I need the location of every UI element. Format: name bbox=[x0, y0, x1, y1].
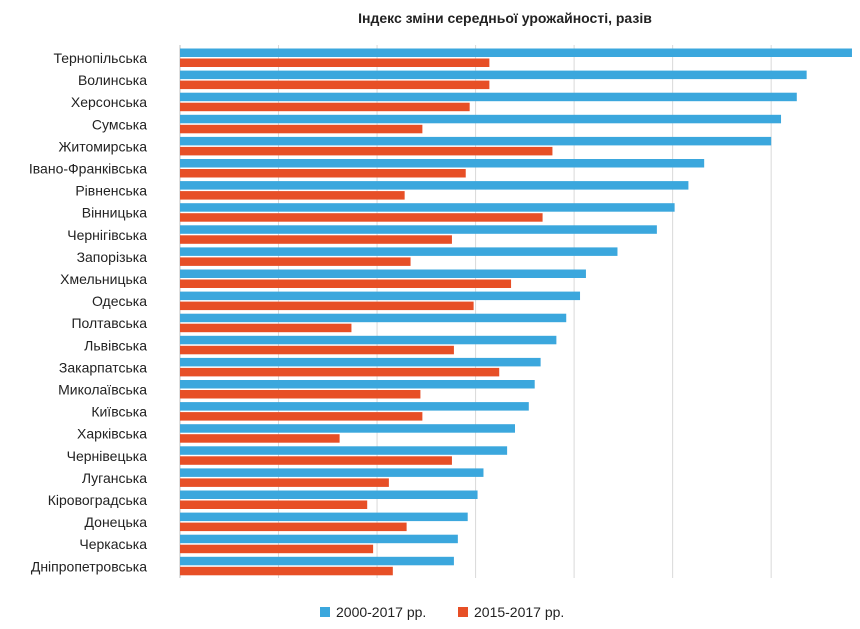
legend-label-2015-2017: 2015-2017 рр. bbox=[474, 604, 564, 620]
bar-2015-2017 bbox=[180, 522, 407, 532]
bar-2000-2017 bbox=[180, 380, 535, 389]
bar-2015-2017 bbox=[180, 412, 423, 421]
category-label: Херсонська bbox=[71, 94, 147, 110]
bar-2000-2017 bbox=[180, 446, 508, 455]
bar-2000-2017 bbox=[180, 424, 515, 433]
legend-label-2000-2017: 2000-2017 рр. bbox=[336, 604, 426, 620]
category-label: Полтавська bbox=[71, 315, 147, 331]
bar-2015-2017 bbox=[180, 434, 340, 443]
category-label: Харківська bbox=[77, 426, 147, 442]
legend-swatch-2015-2017 bbox=[458, 607, 468, 617]
bar-2000-2017 bbox=[180, 402, 529, 411]
bar-2015-2017 bbox=[180, 191, 405, 200]
category-label: Львівська bbox=[84, 337, 147, 353]
bar-2015-2017 bbox=[180, 102, 470, 112]
bar-2000-2017 bbox=[180, 70, 807, 80]
category-label: Чернігівська bbox=[67, 227, 147, 243]
bar-2000-2017 bbox=[180, 203, 675, 212]
bar-2015-2017 bbox=[180, 257, 411, 266]
category-label: Дніпропетровська bbox=[31, 558, 147, 574]
category-label: Тернопільська bbox=[53, 50, 147, 66]
bar-2015-2017 bbox=[180, 301, 474, 311]
bar-2015-2017 bbox=[180, 146, 553, 156]
bar-2000-2017 bbox=[180, 159, 705, 168]
bar-2000-2017 bbox=[180, 512, 468, 522]
category-label: Сумська bbox=[92, 116, 147, 132]
bar-2015-2017 bbox=[180, 544, 374, 554]
bar-2015-2017 bbox=[180, 345, 454, 355]
category-label: Одеська bbox=[92, 293, 147, 309]
bar-2015-2017 bbox=[180, 213, 543, 222]
bar-2000-2017 bbox=[180, 556, 454, 566]
gridlines bbox=[278, 45, 772, 578]
category-label: Миколаївська bbox=[58, 382, 147, 398]
category-label: Донецька bbox=[85, 514, 148, 530]
category-label: Черкаська bbox=[79, 536, 147, 552]
category-label: Запорізька bbox=[77, 249, 148, 265]
bar-2000-2017 bbox=[180, 468, 484, 477]
chart-title: Індекс зміни середньої урожайності, разі… bbox=[358, 10, 652, 26]
bar-2015-2017 bbox=[180, 124, 423, 134]
category-label: Івано-Франківська bbox=[29, 161, 147, 177]
bar-2000-2017 bbox=[180, 490, 478, 499]
bar-2015-2017 bbox=[180, 500, 368, 509]
bar-2015-2017 bbox=[180, 456, 452, 465]
category-label: Київська bbox=[91, 404, 147, 420]
legend-item-2015-2017: 2015-2017 рр. bbox=[458, 604, 564, 620]
legend-swatch-2000-2017 bbox=[320, 607, 330, 617]
bar-2000-2017 bbox=[180, 114, 782, 124]
category-labels: Тернопільська Волинська Херсонська Сумська Ж… bbox=[29, 50, 147, 574]
legend: 2000-2017 рр. 2015-2017 рр. bbox=[320, 604, 564, 620]
category-label: Рівненська bbox=[75, 183, 147, 199]
bar-2000-2017 bbox=[180, 181, 689, 190]
legend-item-2000-2017: 2000-2017 рр. bbox=[320, 604, 426, 620]
bar-2000-2017 bbox=[180, 357, 541, 367]
bar-2015-2017 bbox=[180, 478, 389, 487]
bar-2000-2017 bbox=[180, 269, 586, 278]
bar-2015-2017 bbox=[180, 390, 421, 399]
bar-2000-2017 bbox=[180, 291, 581, 301]
category-label: Кіровоградська bbox=[48, 492, 147, 508]
category-label: Чернівецька bbox=[67, 448, 148, 464]
bar-2015-2017 bbox=[180, 566, 393, 576]
bars bbox=[180, 48, 852, 576]
bar-2015-2017 bbox=[180, 323, 352, 333]
bar-2000-2017 bbox=[180, 92, 797, 102]
category-label: Волинська bbox=[78, 72, 147, 88]
category-label: Хмельницька bbox=[60, 271, 147, 287]
bar-2000-2017 bbox=[180, 335, 557, 345]
category-label: Луганська bbox=[82, 470, 147, 486]
bar-2015-2017 bbox=[180, 279, 512, 288]
bar-2015-2017 bbox=[180, 367, 500, 377]
bar-2000-2017 bbox=[180, 225, 657, 234]
bar-2015-2017 bbox=[180, 80, 490, 90]
bar-2000-2017 bbox=[180, 48, 852, 57]
bar-2000-2017 bbox=[180, 534, 458, 544]
category-label: Вінницька bbox=[82, 205, 147, 221]
bar-2015-2017 bbox=[180, 169, 466, 178]
category-label: Житомирська bbox=[58, 138, 147, 154]
bar-2000-2017 bbox=[180, 247, 618, 256]
category-label: Закарпатська bbox=[59, 359, 147, 375]
bar-2000-2017 bbox=[180, 136, 772, 146]
bar-2000-2017 bbox=[180, 313, 567, 323]
bar-2015-2017 bbox=[180, 235, 452, 244]
bar-2015-2017 bbox=[180, 58, 490, 67]
